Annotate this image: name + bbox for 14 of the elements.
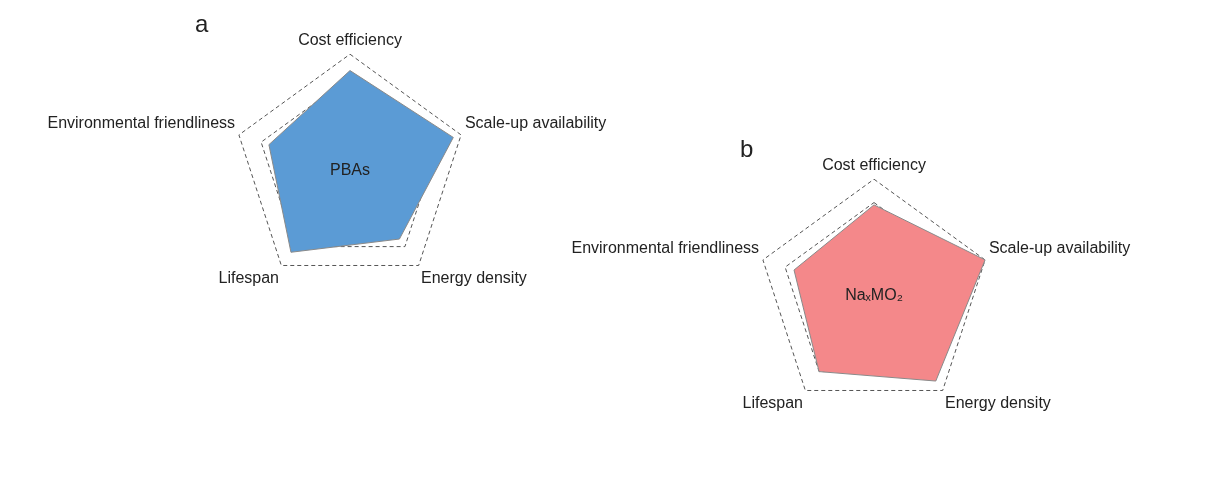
chart-title: b <box>740 135 754 163</box>
spoke-label: Environmental friendliness <box>571 239 760 257</box>
spoke-label: Energy density <box>945 393 1051 411</box>
spoke-label: Scale-up availability <box>464 114 607 132</box>
spoke-label: Cost efficiency <box>298 31 402 49</box>
chart-title: a <box>195 10 209 38</box>
series-label: NaₓMO₂ <box>845 286 903 304</box>
spoke-label: Environmental friendliness <box>47 114 236 132</box>
spoke-label: Lifespan <box>742 393 803 411</box>
spoke-label: Lifespan <box>218 268 279 286</box>
spoke-label: Scale-up availability <box>988 239 1131 257</box>
series-label: PBAs <box>329 161 371 179</box>
spoke-label: Energy density <box>421 268 527 286</box>
spoke-label: Cost efficiency <box>822 156 926 174</box>
